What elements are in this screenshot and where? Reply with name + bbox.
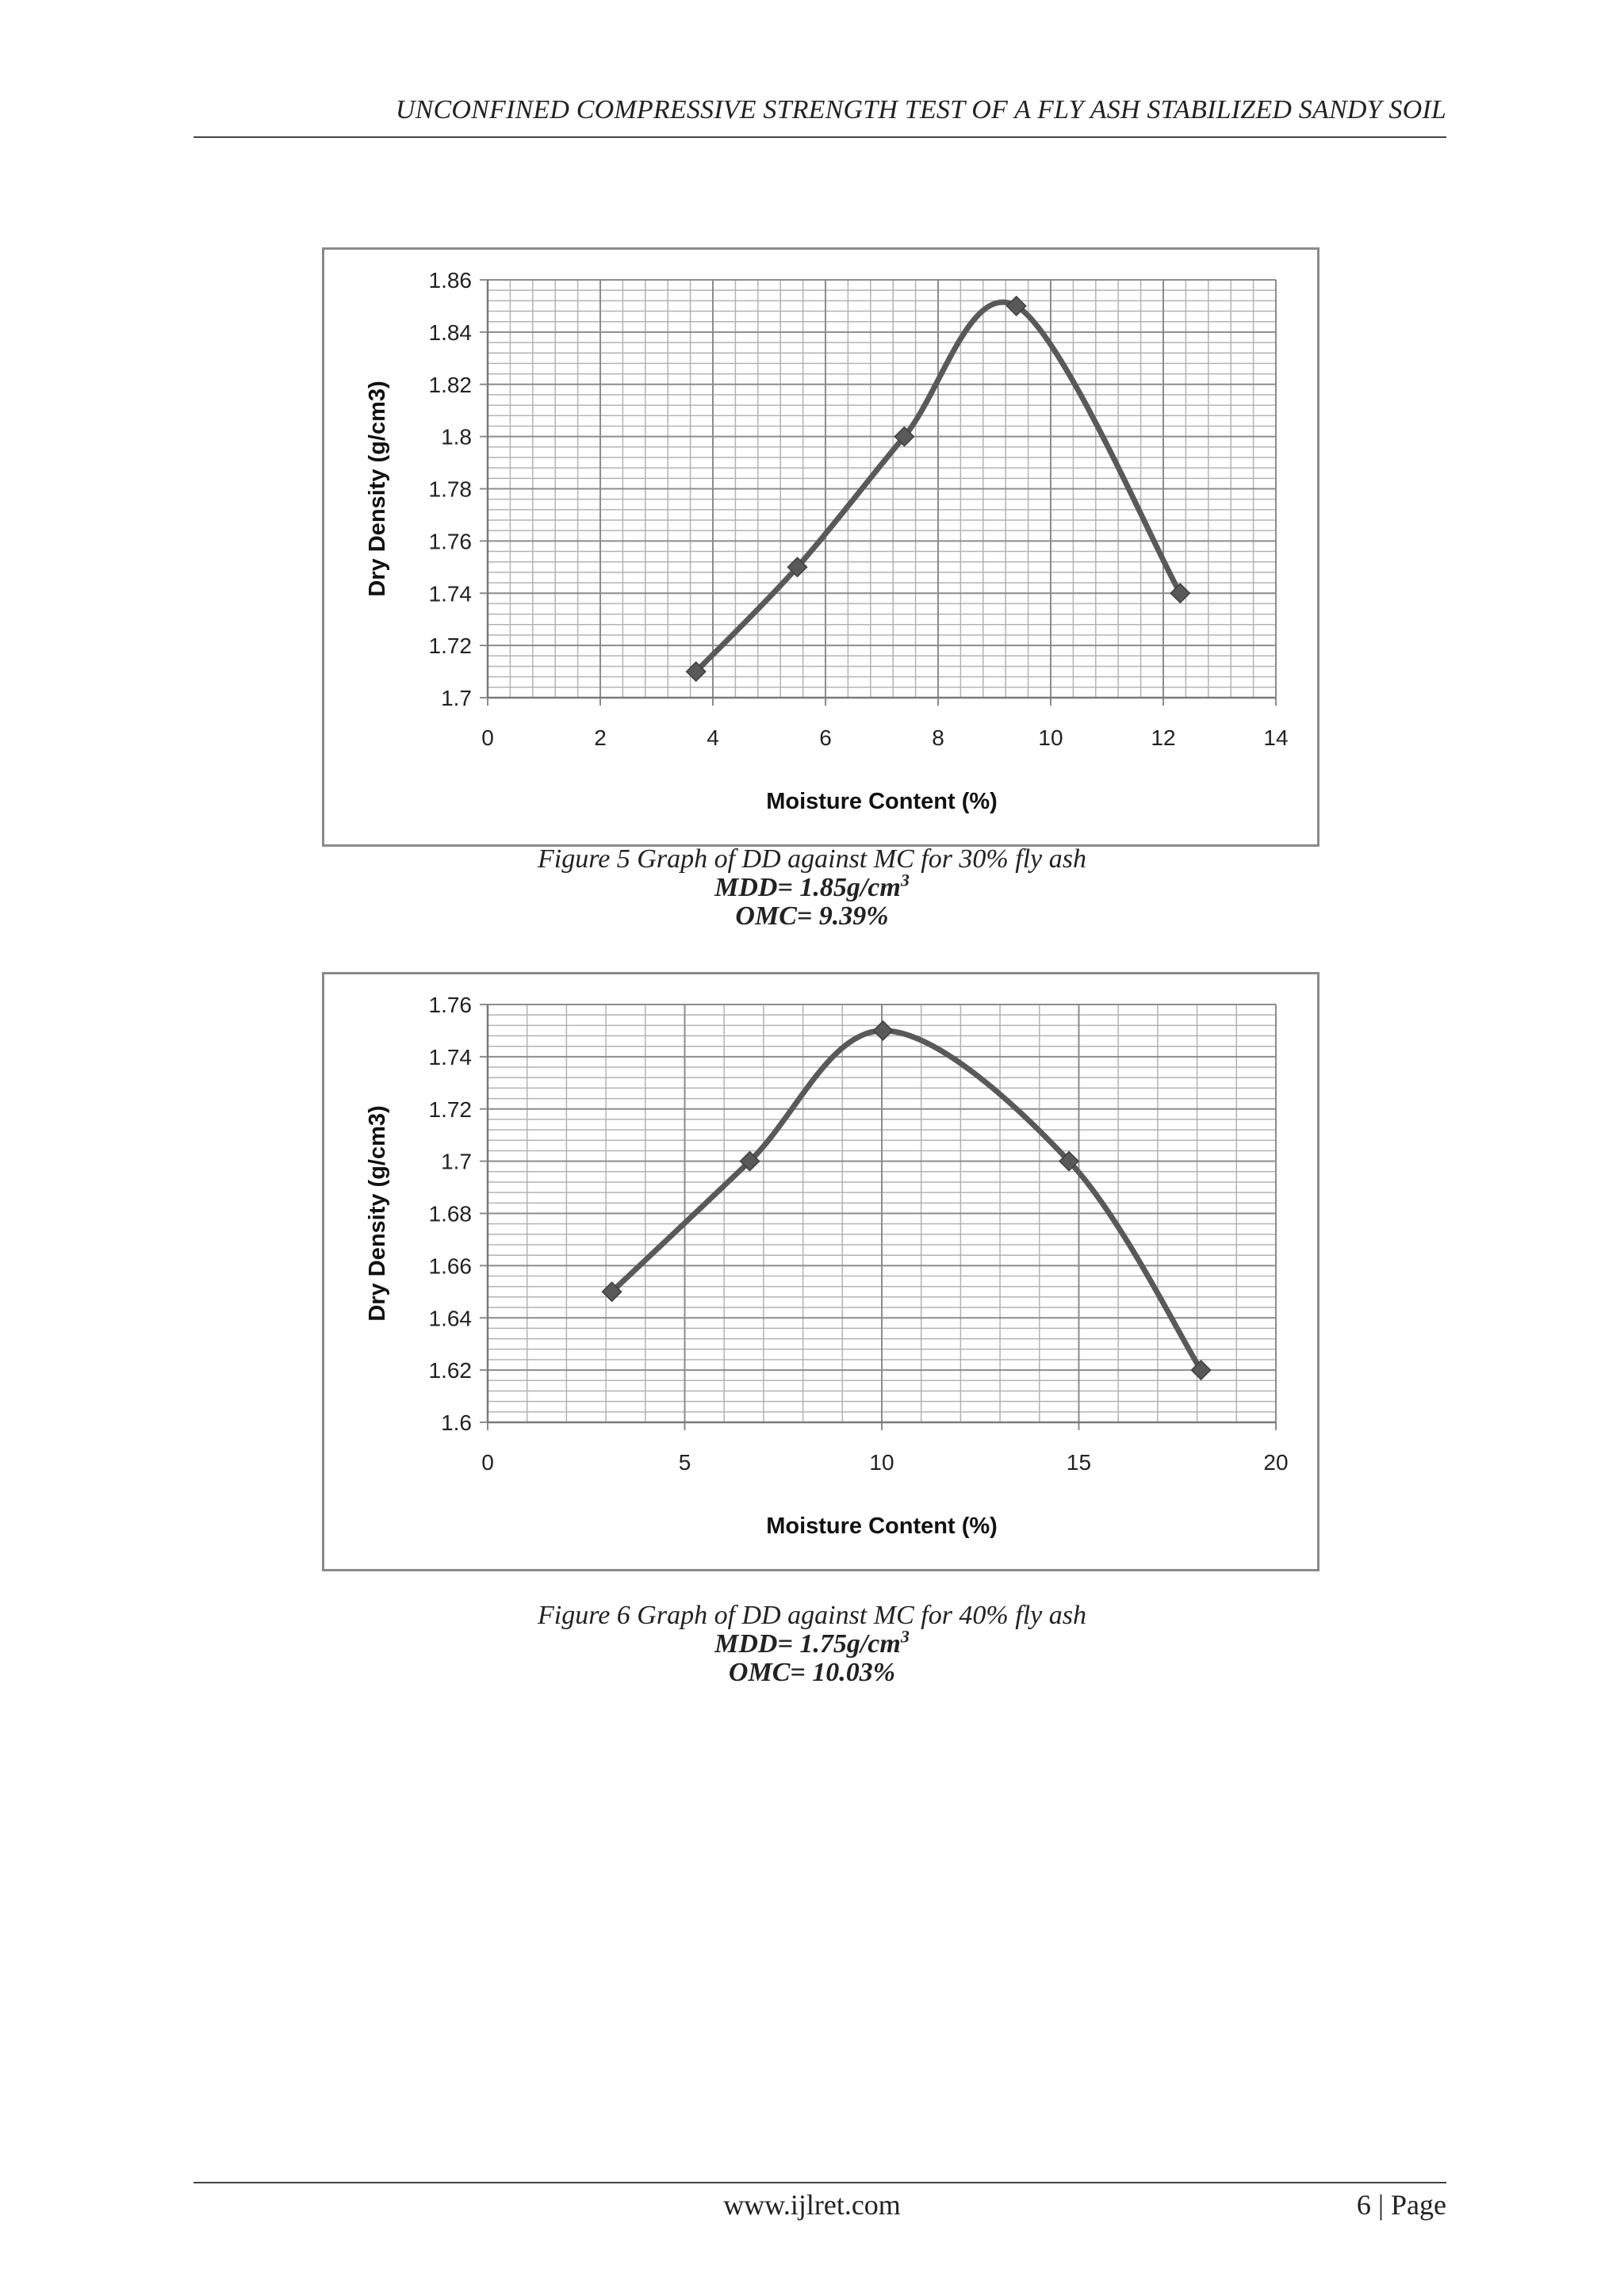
figure-6-caption-block: Figure 6 Graph of DD against MC for 40% … [0,1601,1624,1687]
y-axis-title: Dry Density (g/cm3) [365,381,390,596]
y-tick-label: 1.64 [429,1306,473,1330]
x-tick-label: 5 [679,1450,691,1475]
y-tick-label: 1.7 [441,1150,472,1174]
figure-5-mdd-sup: 3 [900,870,910,890]
y-tick-label: 1.74 [429,581,473,606]
x-tick-label: 0 [481,1450,494,1475]
x-tick-label: 2 [594,725,607,750]
y-tick-label: 1.6 [441,1410,472,1435]
y-tick-label: 1.74 [429,1045,473,1070]
grid-major [480,279,1277,706]
x-axis-title: Moisture Content (%) [766,1513,998,1539]
running-header: UNCONFINED COMPRESSIVE STRENGTH TEST OF … [395,95,1446,124]
header-rule [193,136,1446,138]
figure-6-omc: OMC= 10.03% [728,1658,896,1687]
y-tick-label: 1.72 [429,1097,473,1122]
y-tick-label: 1.76 [429,993,473,1017]
figure-5-omc: OMC= 9.39% [735,901,889,931]
y-tick-label: 1.82 [429,373,473,397]
figure-6-mdd-text: MDD= 1.75g/cm [714,1629,901,1659]
footer-site: www.ijlret.com [723,2189,901,2221]
figure-6-mdd: MDD= 1.75g/cm3 [0,1626,1624,1659]
y-tick-label: 1.62 [429,1358,473,1383]
y-tick-label: 1.76 [429,529,473,553]
data-point-marker [894,426,915,447]
x-axis-title: Moisture Content (%) [766,789,998,814]
y-tick-label: 1.68 [429,1202,473,1226]
x-tick-label: 10 [1038,725,1063,750]
footer-page-number: 6 | Page [1356,2189,1446,2221]
data-point-marker [1005,295,1027,316]
footer-rule [193,2182,1446,2183]
data-point-marker [1059,1150,1080,1172]
x-tick-label: 15 [1067,1450,1091,1475]
x-tick-label: 10 [869,1450,894,1475]
x-tick-label: 20 [1263,1450,1288,1475]
data-point-marker [1190,1360,1212,1381]
series-line [693,299,1183,675]
data-point-marker [685,661,707,683]
y-tick-label: 1.86 [429,268,473,293]
figure-6-caption: Figure 6 Graph of DD against MC for 40% … [538,1601,1086,1630]
y-tick-label: 1.72 [429,633,473,658]
x-tick-label: 8 [932,725,944,750]
y-tick-label: 1.84 [429,320,473,345]
data-point-marker [1170,583,1191,604]
figure-5-mdd: MDD= 1.85g/cm3 [0,870,1624,902]
figure-5-chart: 0 2 4 6 8 10 12 14 1.7 1.72 1.74 1.76 1.78 1.8 1.82 1.8… [322,247,1320,847]
data-point-marker [787,557,808,578]
figure-5-svg: 0 2 4 6 8 10 12 14 1.7 1.72 1.74 1.76 1.78 1.8 1.82 1.8… [365,268,1289,814]
y-axis-title: Dry Density (g/cm3) [365,1105,390,1321]
figure-6-svg: 0 5 10 15 20 1.6 1.62 1.64 1.66 1.68 1.7 1.72 1.74 1.… [365,993,1289,1539]
data-point-marker [601,1281,622,1303]
y-tick-label: 1.7 [441,686,472,710]
grid-major [480,1004,1277,1430]
x-tick-label: 0 [481,725,494,750]
y-tick-label: 1.66 [429,1253,473,1278]
figure-6-mdd-sup: 3 [900,1626,910,1647]
y-tick-label: 1.8 [441,425,472,450]
figure-5-caption-block: Figure 5 Graph of DD against MC for 30% … [0,845,1624,931]
data-point-marker [739,1150,760,1172]
figure-5-caption: Figure 5 Graph of DD against MC for 30% … [538,844,1086,874]
figure-5-mdd-text: MDD= 1.85g/cm [714,873,901,902]
data-point-marker [872,1020,894,1041]
x-tick-label: 4 [707,725,719,750]
x-tick-label: 6 [819,725,832,750]
x-tick-label: 14 [1263,725,1288,750]
x-tick-label: 12 [1151,725,1175,750]
y-tick-label: 1.78 [429,477,473,502]
series-line [609,1027,1205,1373]
figure-6-chart: 0 5 10 15 20 1.6 1.62 1.64 1.66 1.68 1.7 1.72 1.74 1.… [322,972,1320,1571]
